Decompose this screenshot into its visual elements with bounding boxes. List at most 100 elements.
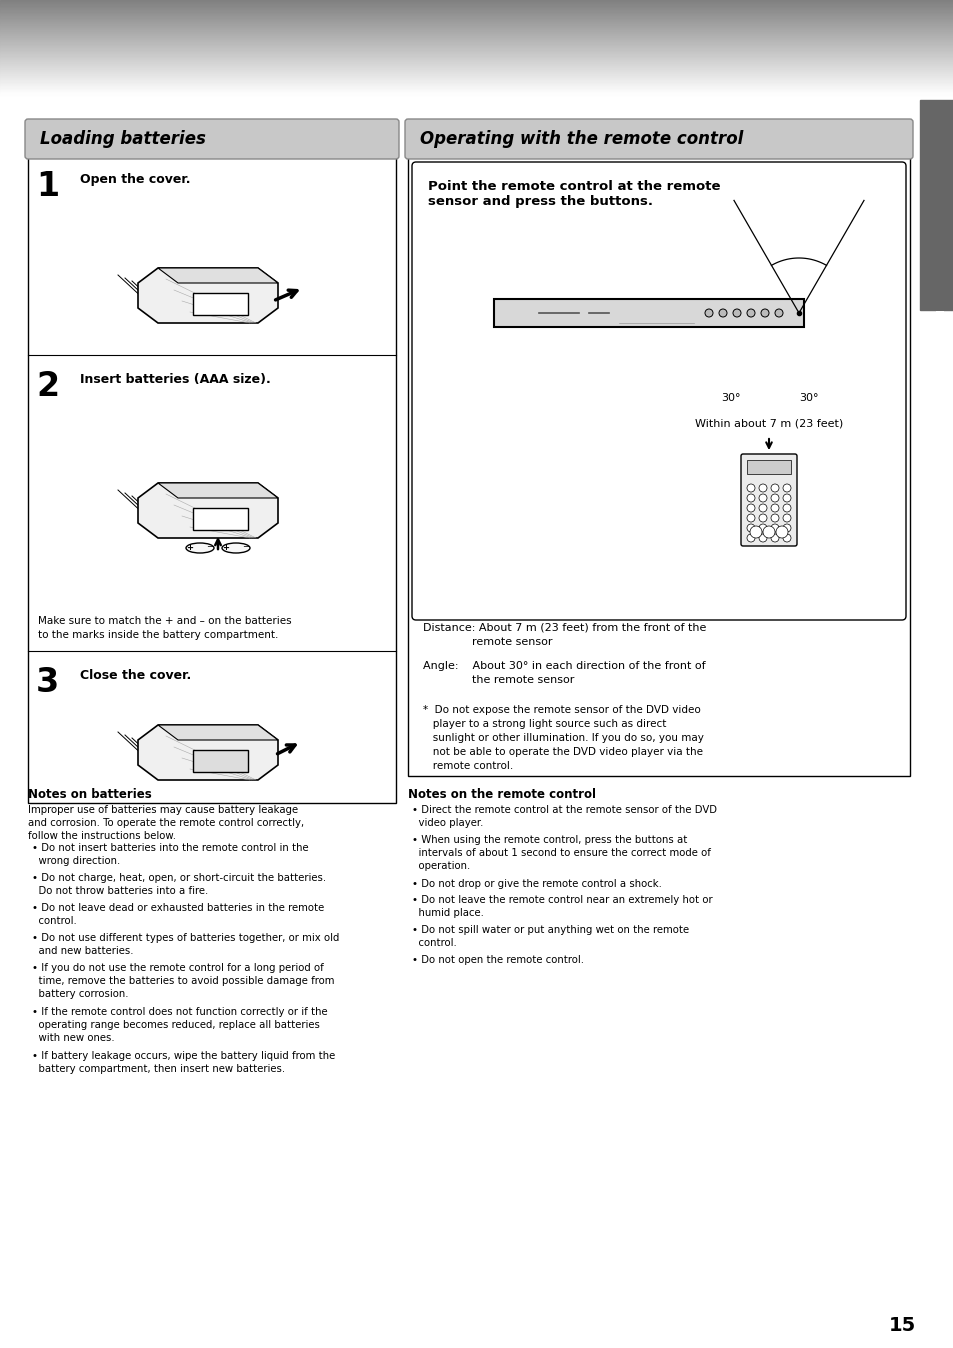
Text: 2: 2 — [36, 369, 59, 403]
Text: +: + — [222, 542, 230, 551]
Text: • Do not insert batteries into the remote control in the
  wrong direction.: • Do not insert batteries into the remot… — [32, 842, 309, 867]
Bar — [0, 4, 953, 5]
Text: • Do not use different types of batteries together, or mix old
  and new batteri: • Do not use different types of batterie… — [32, 933, 339, 956]
Circle shape — [770, 514, 779, 522]
Bar — [0, 53, 953, 55]
Circle shape — [782, 493, 790, 501]
Circle shape — [775, 526, 787, 538]
Bar — [0, 3, 953, 5]
Text: • When using the remote control, press the buttons at
  intervals of about 1 sec: • When using the remote control, press t… — [412, 834, 710, 871]
Circle shape — [770, 484, 779, 492]
Polygon shape — [158, 725, 277, 740]
Circle shape — [770, 524, 779, 532]
Bar — [0, 51, 953, 54]
Text: 1: 1 — [36, 170, 59, 204]
Text: • Do not drop or give the remote control a shock.: • Do not drop or give the remote control… — [412, 879, 661, 888]
Circle shape — [749, 526, 761, 538]
Bar — [0, 70, 953, 73]
Bar — [0, 43, 953, 44]
Bar — [0, 32, 953, 35]
Text: • Do not leave dead or exhausted batteries in the remote
  control.: • Do not leave dead or exhausted batteri… — [32, 903, 324, 926]
Text: +: + — [186, 542, 193, 551]
Bar — [0, 90, 953, 93]
Bar — [0, 57, 953, 58]
Bar — [0, 81, 953, 82]
Text: • Do not charge, heat, open, or short-circuit the batteries.
  Do not throw batt: • Do not charge, heat, open, or short-ci… — [32, 874, 326, 896]
Circle shape — [759, 514, 766, 522]
Bar — [0, 19, 953, 20]
Bar — [0, 31, 953, 34]
Bar — [193, 293, 248, 315]
Bar — [0, 49, 953, 50]
Bar — [0, 77, 953, 78]
Circle shape — [762, 526, 774, 538]
Text: Loading batteries: Loading batteries — [40, 129, 206, 148]
FancyBboxPatch shape — [25, 119, 398, 159]
Circle shape — [774, 309, 782, 317]
Text: −: − — [206, 542, 213, 551]
Bar — [0, 74, 953, 75]
Bar — [0, 36, 953, 38]
Bar — [0, 20, 953, 23]
Bar — [0, 46, 953, 47]
Bar — [0, 84, 953, 85]
Bar — [0, 88, 953, 89]
Bar — [0, 50, 953, 51]
Bar — [0, 70, 953, 71]
Bar — [0, 26, 953, 27]
Circle shape — [719, 309, 726, 317]
Circle shape — [770, 534, 779, 542]
Text: Open the cover.: Open the cover. — [80, 173, 191, 186]
Polygon shape — [138, 268, 277, 324]
Text: • Direct the remote control at the remote sensor of the DVD
  video player.: • Direct the remote control at the remot… — [412, 805, 717, 828]
Bar — [408, 156, 909, 776]
Bar — [0, 55, 953, 57]
Bar — [0, 42, 953, 44]
Circle shape — [759, 493, 766, 501]
Bar — [0, 7, 953, 8]
Text: • If battery leakage occurs, wipe the battery liquid from the
  battery compartm: • If battery leakage occurs, wipe the ba… — [32, 1051, 335, 1074]
Circle shape — [746, 514, 754, 522]
Circle shape — [746, 493, 754, 501]
Ellipse shape — [222, 543, 250, 553]
Bar — [0, 61, 953, 63]
Bar — [0, 90, 953, 92]
Bar — [746, 460, 790, 474]
Circle shape — [746, 504, 754, 512]
Text: 30°: 30° — [720, 394, 740, 403]
Ellipse shape — [186, 543, 213, 553]
Circle shape — [782, 534, 790, 542]
Bar — [0, 24, 953, 26]
Text: Make sure to match the + and – on the batteries
to the marks inside the battery : Make sure to match the + and – on the ba… — [38, 616, 292, 640]
Bar — [0, 30, 953, 31]
Polygon shape — [138, 725, 277, 780]
Bar — [0, 40, 953, 43]
Bar — [0, 27, 953, 28]
Text: 3: 3 — [36, 666, 59, 700]
Bar — [0, 73, 953, 74]
Text: *  Do not expose the remote sensor of the DVD video
   player to a strong light : * Do not expose the remote sensor of the… — [422, 705, 703, 771]
Bar — [0, 5, 953, 7]
Bar — [0, 92, 953, 94]
Bar — [0, 89, 953, 90]
Bar — [0, 15, 953, 16]
Circle shape — [782, 524, 790, 532]
Bar — [919, 100, 953, 310]
Circle shape — [746, 524, 754, 532]
Circle shape — [746, 534, 754, 542]
Circle shape — [759, 484, 766, 492]
Polygon shape — [158, 483, 277, 497]
Circle shape — [760, 309, 768, 317]
Text: 30°: 30° — [799, 394, 818, 403]
Text: Improper use of batteries may cause battery leakage
and corrosion. To operate th: Improper use of batteries may cause batt… — [28, 805, 304, 841]
Bar — [0, 47, 953, 49]
Circle shape — [782, 484, 790, 492]
Bar — [0, 58, 953, 59]
Text: 15: 15 — [888, 1316, 915, 1335]
Bar — [0, 69, 953, 70]
Text: • Do not open the remote control.: • Do not open the remote control. — [412, 954, 583, 965]
Bar — [0, 51, 953, 53]
Circle shape — [759, 504, 766, 512]
Bar — [28, 156, 395, 803]
Bar — [0, 71, 953, 74]
